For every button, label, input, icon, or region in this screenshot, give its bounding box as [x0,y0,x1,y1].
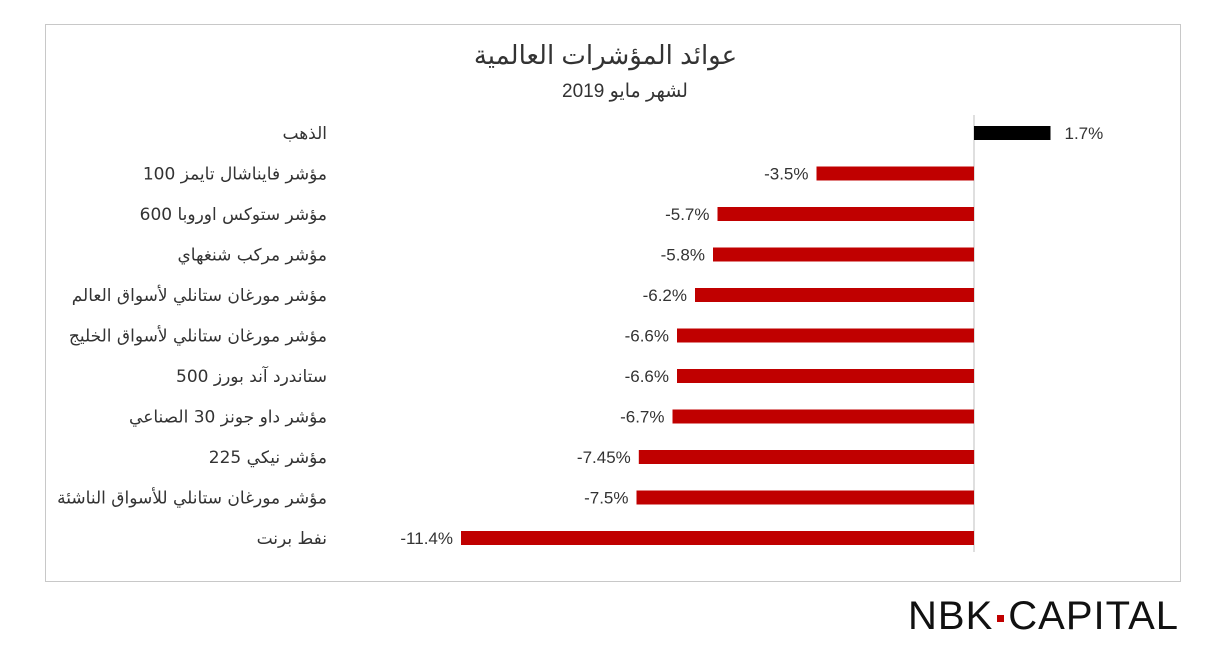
chart-title: عوائد المؤشرات العالمية [473,40,738,70]
category-label: مؤشر نيكي 225 [209,448,327,468]
category-label: مؤشر فايناشال تايمز 100 [143,165,327,185]
bar [695,288,974,302]
logo-dot [997,615,1005,622]
chart-frame [45,24,1181,582]
data-label: 1.7% [1065,124,1104,143]
data-label: -6.7% [620,408,664,427]
bar [717,207,974,221]
data-label: -6.6% [625,367,669,386]
bar [636,490,974,505]
category-label: مؤشر داو جونز 30 الصناعي [129,408,327,428]
category-label: الذهب [283,124,327,144]
bar [638,450,975,464]
data-label: -5.8% [661,246,705,265]
data-label: -7.5% [584,489,628,508]
nbk-capital-logo: NBK CAPITAL [908,594,1179,639]
data-label: -6.6% [625,327,669,346]
logo-left-text: NBK [908,594,994,638]
category-label: مؤشر مورغان ستانلي للأسواق الناشئة [57,488,327,509]
bar [672,409,974,424]
data-label: -5.7% [665,205,709,224]
chart-subtitle: لشهر مايو 2019 [562,81,688,102]
category-label: مؤشر مورغان ستانلي لأسواق الخليج [69,326,327,347]
bar [816,166,974,181]
bar [677,369,974,383]
data-label: -3.5% [764,165,808,184]
data-label: -6.2% [643,286,687,305]
category-label: ستاندرد آند بورز 500 [176,365,327,387]
category-label: مؤشر ستوكس اوروبا 600 [140,205,327,225]
category-label: نفط برنت [257,529,327,549]
category-label: مؤشر مركب شنغهاي [178,246,328,266]
bar [677,328,974,343]
logo-right-text: CAPITAL [1008,594,1179,638]
data-label: -7.45% [577,448,631,467]
data-label: -11.4% [400,529,453,548]
bar [461,531,974,545]
bar [713,247,974,262]
bar [974,126,1051,140]
category-label: مؤشر مورغان ستانلي لأسواق العالم [72,285,327,306]
